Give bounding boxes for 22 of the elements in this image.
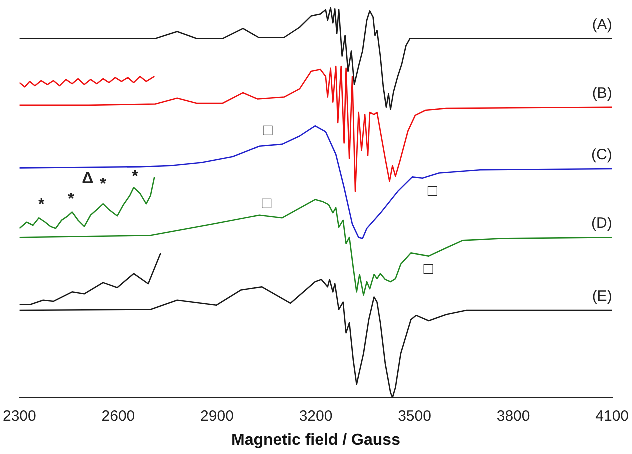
x-axis-title: Magnetic field / Gauss [232,432,401,449]
annotation: □ [263,122,274,140]
x-tick-label: 2900 [200,408,234,425]
series-label: (C) [591,146,612,164]
series-label: (B) [592,85,612,102]
annotation: * [100,176,108,193]
x-tick-label: 4100 [596,408,630,425]
x-tick-label: 3200 [299,408,333,425]
annotation: * [132,168,140,186]
series-label: (E) [592,288,612,306]
annotation: * [68,191,76,208]
x-tick-label: 2600 [102,408,136,425]
annotation: * [38,196,46,214]
x-tick-label: 3500 [398,408,432,425]
x-tick-label: 3800 [496,408,530,425]
annotation: □ [424,260,434,278]
annotation: Δ [82,170,94,188]
annotation: □ [428,183,438,200]
annotation: □ [262,195,272,212]
x-tick-label: 2300 [2,408,36,425]
series-label: (A) [592,16,612,34]
series-label: (D) [591,215,612,232]
